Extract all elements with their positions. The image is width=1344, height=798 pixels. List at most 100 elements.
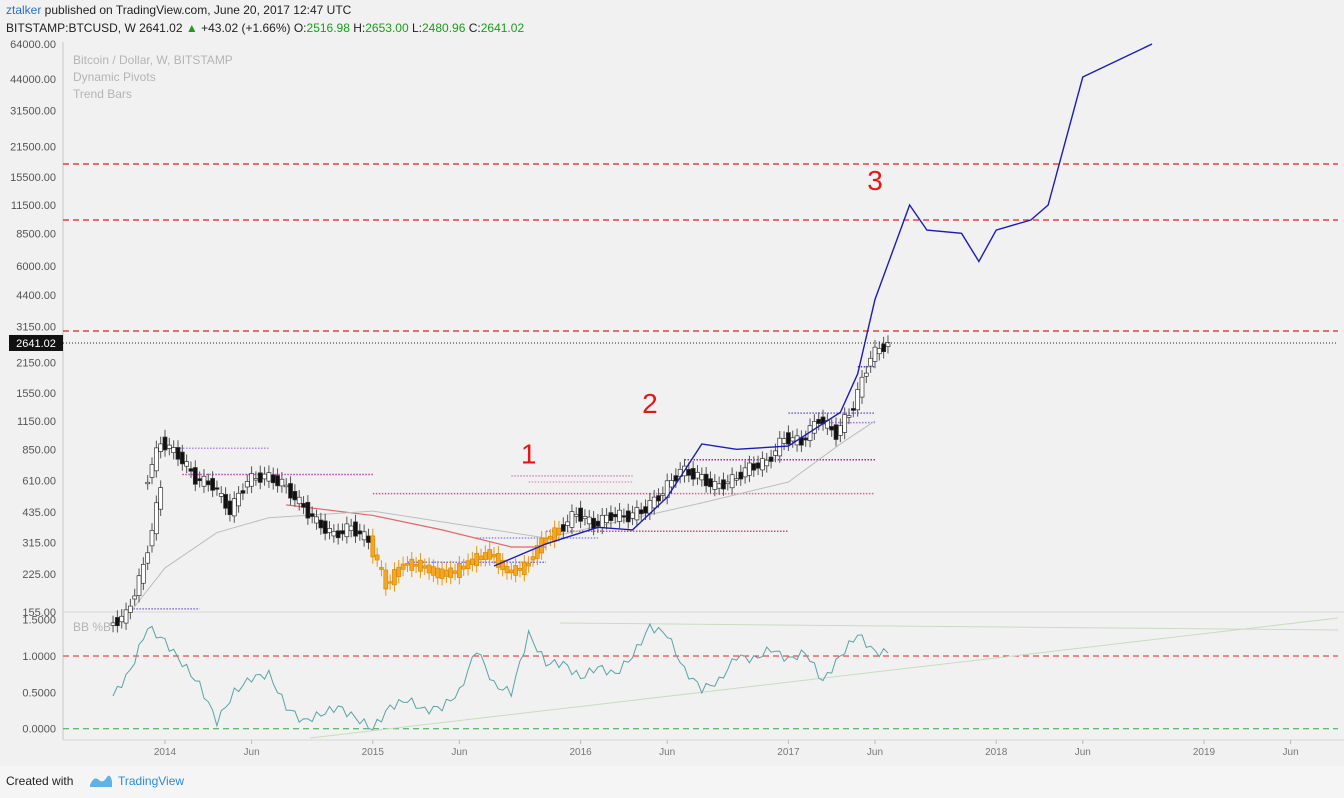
candle-body	[560, 524, 566, 532]
candle-body	[768, 456, 774, 462]
tradingview-logo-icon	[90, 775, 112, 787]
bb-tick-label: 1.5000	[22, 615, 56, 627]
bb-tick-label: 0.5000	[22, 687, 56, 699]
candle-body	[591, 517, 596, 529]
candle-body	[357, 530, 363, 535]
candle-body	[353, 521, 358, 537]
candle-body	[331, 530, 337, 537]
candle-body	[738, 471, 744, 480]
price-tick-label: 44000.00	[10, 74, 56, 86]
candle-body	[236, 492, 241, 507]
wave-label: 3	[867, 165, 883, 196]
candle-body	[344, 523, 350, 538]
candle-body	[669, 480, 674, 488]
candle-body	[361, 531, 367, 541]
tradingview-link[interactable]: TradingView	[118, 774, 185, 788]
price-change: +43.02 (+1.66%)	[201, 21, 291, 35]
low-value: 2480.96	[422, 21, 466, 35]
candle-body	[859, 376, 865, 398]
price-tick-label: 21500.00	[10, 141, 56, 153]
candle-body	[110, 622, 116, 626]
candle-body	[470, 558, 475, 566]
wave-label: 2	[642, 388, 658, 419]
close-value: 2641.02	[480, 21, 525, 35]
candle-body	[530, 556, 536, 561]
candle-body	[175, 447, 181, 460]
candle-body	[409, 558, 415, 571]
candle-body	[565, 521, 570, 526]
publish-info: published on TradingView.com, June 20, 2…	[41, 3, 352, 17]
candle-body	[435, 567, 441, 579]
candle-body	[716, 483, 722, 489]
author-link[interactable]: ztalker	[6, 3, 42, 17]
price-chart[interactable]: 64000.00 44000.00 31500.00 21500.00 15500.00…	[0, 38, 1344, 768]
candle-body	[335, 530, 341, 539]
candle-body	[643, 506, 648, 514]
candle-body	[149, 530, 155, 547]
candle-body	[431, 566, 436, 576]
candle-body	[504, 566, 510, 574]
candlesticks	[110, 335, 891, 633]
ohlc-line: BITSTAMP:BTCUSD, W 2641.02 ▲ +43.02 (+1.…	[6, 21, 524, 35]
candle-body	[396, 566, 402, 578]
projection-path	[493, 43, 1153, 567]
candle-body	[418, 559, 423, 572]
candle-body	[734, 478, 739, 481]
candle-body	[837, 425, 843, 436]
candle-body	[829, 426, 835, 431]
candle-body	[179, 451, 185, 465]
candle-body	[283, 484, 289, 488]
candle-body	[638, 509, 644, 515]
candle-body	[184, 461, 189, 467]
candle-body	[292, 491, 298, 501]
high-label: H:	[353, 21, 366, 35]
candle-body	[305, 501, 311, 519]
candle-body	[145, 481, 151, 485]
symbol-label: BITSTAMP:BTCUSD, W	[6, 21, 136, 35]
candle-body	[314, 516, 319, 524]
candle-body	[214, 487, 220, 490]
current-price-box	[9, 334, 63, 351]
candle-body	[500, 560, 506, 570]
candle-body	[868, 357, 874, 367]
low-label: L:	[411, 21, 422, 35]
candle-body	[651, 496, 657, 509]
candle-body	[803, 437, 809, 441]
candle-body	[881, 343, 886, 353]
last-price: 2641.02	[139, 21, 183, 35]
candle-body	[457, 562, 462, 579]
candle-body	[517, 568, 523, 571]
candle-body	[617, 509, 622, 522]
time-tick-label: 2014	[154, 747, 177, 758]
wave-annotations: 1 2 3	[521, 165, 883, 470]
candle-body	[322, 520, 328, 534]
candle-body	[136, 575, 142, 596]
legend-symbol: Bitcoin / Dollar, W, BITSTAMP	[73, 53, 233, 67]
time-tick-label: 2019	[1193, 747, 1216, 758]
candle-body	[747, 462, 752, 476]
candle-body	[872, 346, 878, 362]
candle-body	[483, 552, 488, 560]
bb-tick-label: 0.0000	[22, 724, 56, 736]
candle-body	[474, 552, 480, 567]
candle-body	[210, 478, 215, 491]
candle-body	[543, 537, 549, 544]
legend-trend-bars: Trend Bars	[73, 87, 132, 101]
candle-body	[422, 565, 428, 569]
candle-body	[842, 414, 848, 433]
candle-body	[773, 450, 778, 456]
candle-body	[288, 483, 293, 499]
candle-body	[846, 415, 852, 418]
candle-body	[812, 421, 817, 434]
candle-body	[487, 549, 493, 560]
candle-body	[262, 473, 267, 480]
candle-body	[370, 535, 376, 558]
candle-body	[244, 481, 250, 488]
footer: Created with TradingView	[0, 766, 1344, 798]
candle-body	[149, 464, 155, 478]
current-price-label: 2641.02	[16, 338, 56, 350]
time-tick-label: Jun	[867, 747, 883, 758]
price-tick-label: 225.00	[22, 569, 56, 581]
candle-body	[413, 563, 419, 567]
candle-body	[569, 511, 575, 528]
